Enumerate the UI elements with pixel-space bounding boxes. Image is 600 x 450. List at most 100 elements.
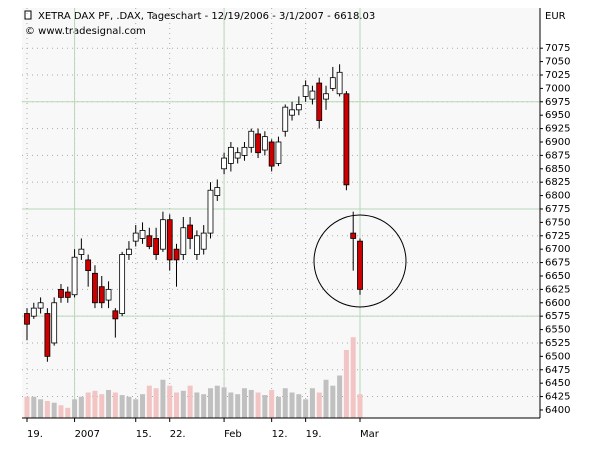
candle-body: [261, 136, 268, 151]
candle-body: [289, 109, 295, 116]
candle-body: [139, 230, 146, 239]
volume-bar: [214, 385, 220, 418]
candle-body: [126, 248, 132, 255]
chart-title: XETRA DAX PF, .DAX, Tageschart - 12/19/2…: [38, 11, 375, 22]
y-tick-label: 7075: [545, 43, 570, 54]
volume-bar: [275, 396, 281, 418]
volume-bar: [58, 405, 64, 418]
y-tick-label: 6875: [545, 150, 570, 161]
y-tick-label: 6700: [545, 244, 570, 255]
y-tick-label: 6850: [545, 164, 570, 175]
candle-body: [275, 141, 282, 164]
candle-body: [350, 232, 357, 239]
volume-bar: [44, 401, 50, 418]
volume-bar: [282, 388, 288, 418]
candle-body: [64, 291, 71, 298]
x-tick-label: 15.: [136, 429, 152, 440]
volume-bar: [350, 337, 356, 418]
volume-bar: [99, 394, 105, 418]
candle-body: [119, 254, 126, 314]
volume-bar: [187, 385, 193, 418]
volume-bar: [112, 392, 118, 418]
candle-body: [336, 71, 343, 95]
candle-body: [153, 238, 160, 255]
candle-body: [343, 93, 350, 186]
volume-bar: [357, 394, 363, 418]
candle-body: [58, 288, 64, 298]
volume-bar: [133, 399, 139, 418]
x-tick-label: 19.: [27, 429, 43, 440]
y-tick-label: 6575: [545, 311, 570, 322]
volume-bar: [153, 388, 159, 418]
candle-body: [268, 141, 275, 167]
y-tick-label: 7025: [545, 70, 570, 81]
y-tick-label: 6975: [545, 97, 570, 108]
volume-bar: [106, 389, 112, 418]
candle-body: [316, 82, 323, 121]
y-tick-label: 6425: [545, 392, 570, 403]
currency-label: EUR: [545, 11, 566, 22]
y-tick-label: 6675: [545, 258, 570, 269]
volume-bar: [119, 395, 125, 418]
y-tick-label: 6900: [545, 137, 570, 148]
volume-bar: [255, 392, 261, 418]
candle-body: [85, 259, 92, 272]
volume-bar: [303, 399, 309, 418]
candle-body: [180, 227, 187, 255]
volume-bar: [160, 379, 166, 418]
candle-body: [323, 93, 329, 100]
volume-bar: [241, 388, 247, 418]
candle-body: [112, 310, 119, 320]
candle-body: [98, 286, 105, 304]
candle-body: [241, 146, 248, 156]
plot-layer: [22, 8, 540, 418]
candle-body: [214, 187, 221, 196]
candle-body: [248, 130, 255, 148]
y-tick-label: 6800: [545, 191, 570, 202]
chart-subtitle: © www.tradesignal.com: [25, 26, 146, 37]
candle-body: [302, 85, 309, 97]
volume-bar: [337, 375, 343, 418]
volume-bar: [221, 387, 227, 418]
volume-bar: [343, 350, 349, 418]
candle-body: [357, 240, 363, 290]
candle-body: [255, 133, 261, 154]
volume-bar: [78, 396, 84, 418]
candle-body: [295, 104, 302, 111]
volume-bar: [228, 392, 234, 418]
y-tick-label: 6550: [545, 325, 570, 336]
volume-bar: [201, 394, 207, 418]
candle-body: [146, 235, 153, 247]
volume-bar: [269, 389, 275, 418]
volume-bar: [65, 407, 71, 418]
candle-body: [105, 288, 112, 301]
candle-body: [160, 219, 166, 250]
y-tick-label: 7050: [545, 57, 570, 68]
candle-body: [309, 90, 316, 100]
candle-body: [92, 272, 98, 304]
y-tick-label: 6500: [545, 351, 570, 362]
y-tick-label: 6725: [545, 231, 570, 242]
candle-body: [227, 146, 234, 164]
candle-body: [173, 248, 180, 261]
x-tick-label: 19.: [306, 429, 322, 440]
candle-body: [200, 232, 207, 250]
title-icon: [24, 10, 32, 20]
volume-bar: [194, 392, 200, 418]
candle-body: [51, 302, 58, 344]
y-tick-label: 6600: [545, 298, 570, 309]
candle-body: [132, 232, 139, 242]
y-tick-label: 6400: [545, 405, 570, 416]
y-tick-label: 6825: [545, 177, 570, 188]
candle-body: [37, 302, 44, 309]
candle-body: [44, 313, 51, 357]
y-tick-label: 6950: [545, 110, 570, 121]
candle-body: [166, 219, 173, 261]
candle-body: [71, 256, 78, 296]
volume-bar: [235, 394, 241, 418]
volume-bar: [38, 399, 44, 418]
volume-bar: [296, 394, 302, 418]
candle-body: [329, 77, 336, 89]
volume-bar: [51, 402, 57, 418]
